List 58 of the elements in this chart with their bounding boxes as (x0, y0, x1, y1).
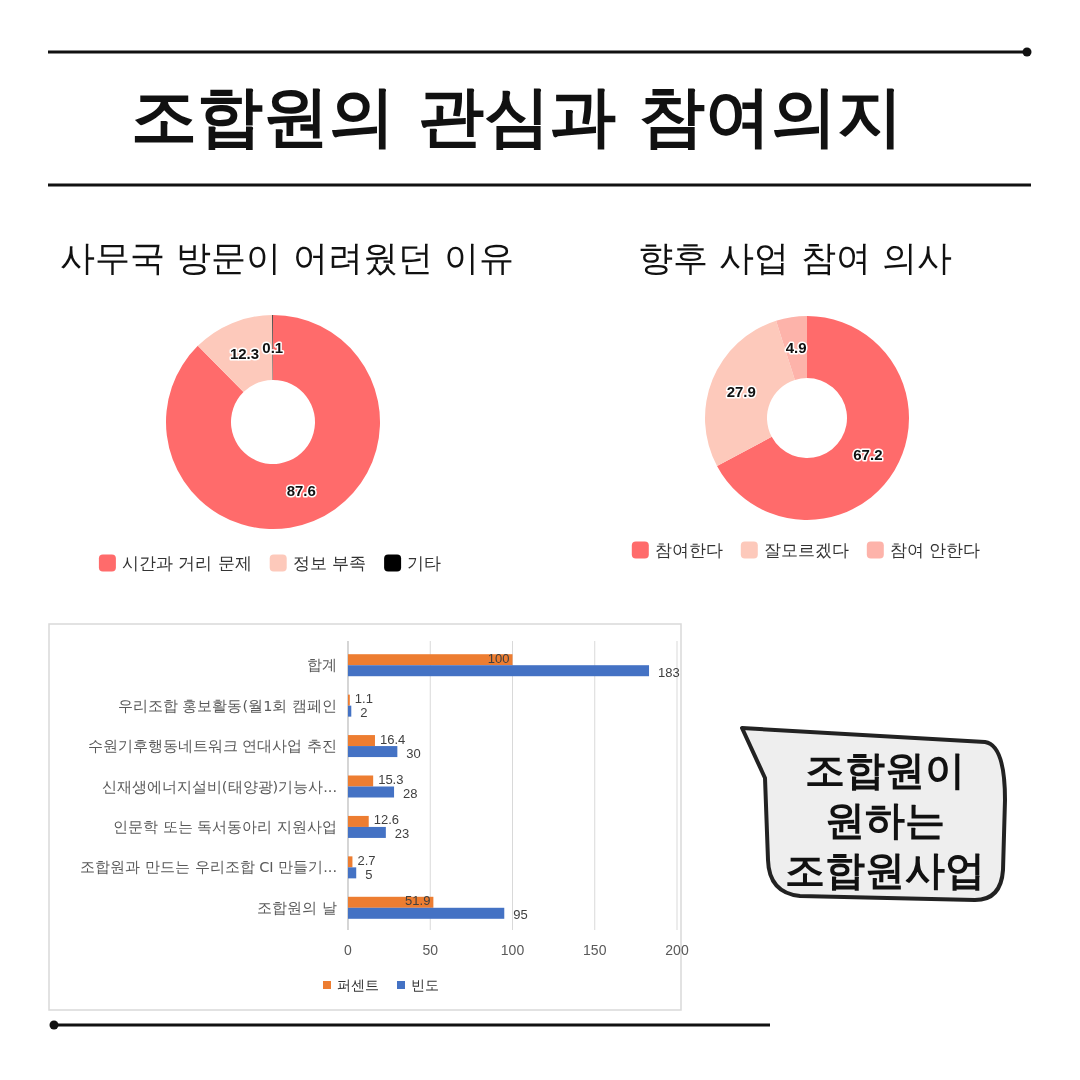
data-label: 0.1 (262, 339, 284, 356)
data-label: 12.6 (373, 812, 400, 828)
data-label: 67.2 (853, 446, 883, 464)
data-label: 1.1 (354, 691, 373, 707)
text: 조합원의 관심과 참여의지 (131, 77, 903, 155)
data-label: 95 (513, 907, 528, 923)
y-tick-label: 조합원과 만드는 우리조합 CI 만들기... (80, 859, 337, 876)
data-label: 5 (365, 866, 373, 882)
legend-label: 기타 (407, 553, 442, 573)
bar (348, 665, 650, 677)
bar (348, 786, 395, 798)
data-label: 27.9 (726, 382, 756, 400)
donut-slice (166, 315, 380, 529)
x-tick-label: 0 (344, 942, 353, 958)
y-tick-label: 합계 (307, 657, 337, 674)
data-label: 15.3 (378, 772, 404, 787)
data-label: 16.4 (379, 731, 406, 747)
legend-label: 시간과 거리 문제 (121, 553, 252, 573)
bar (348, 735, 375, 747)
data-label: 23 (394, 826, 410, 842)
chart-title: 향후 사업 참여 의사 (638, 238, 952, 278)
bar (348, 856, 353, 868)
bar (348, 867, 357, 879)
data-label: 30 (406, 745, 421, 761)
data-label: 2 (360, 705, 368, 721)
data-label: 183 (658, 664, 680, 680)
data-label: 28 (403, 786, 418, 801)
legend-label: 퍼센트 (337, 977, 379, 993)
y-tick-label: 수원기후행동네트워크 연대사업 추진 (87, 738, 337, 755)
text: 조합원이 원하는 조합원사업 (785, 747, 985, 893)
y-tick-label: 우리조합 홍보활동(월1회 캠페인 (117, 697, 337, 714)
x-tick-label: 200 (665, 942, 689, 958)
y-tick-label: 조합원의 날 (257, 899, 337, 916)
data-label: 2.7 (357, 852, 376, 868)
bar (348, 705, 352, 717)
y-tick-label: 인문학 또는 독서동아리 지원사업 (113, 818, 337, 835)
x-tick-label: 50 (422, 942, 439, 958)
bar (348, 746, 398, 758)
bar (348, 654, 513, 666)
data-label: 4.9 (785, 339, 807, 357)
bar (348, 826, 386, 838)
legend-label: 정보 부족 (292, 553, 367, 573)
legend-label: 참여한다 (654, 540, 723, 560)
bar (348, 907, 505, 919)
legend-label: 빈도 (411, 977, 439, 993)
bar (348, 775, 374, 787)
chart-title: 사무국 방문이 어려웠던 이유 (60, 238, 514, 278)
legend-label: 잘모르겠다 (763, 540, 849, 560)
x-tick-label: 150 (583, 942, 607, 958)
legend-label: 참여 안한다 (889, 540, 981, 560)
data-label: 12.3 (229, 344, 260, 362)
bar (348, 815, 369, 827)
data-label: 100 (487, 650, 510, 666)
x-tick-label: 100 (500, 942, 525, 958)
donut-slice (717, 316, 909, 520)
data-label: 87.6 (286, 482, 316, 500)
y-tick-label: 신재생에너지설비(태양광)기능사... (101, 778, 337, 795)
data-label: 51.9 (405, 893, 431, 909)
